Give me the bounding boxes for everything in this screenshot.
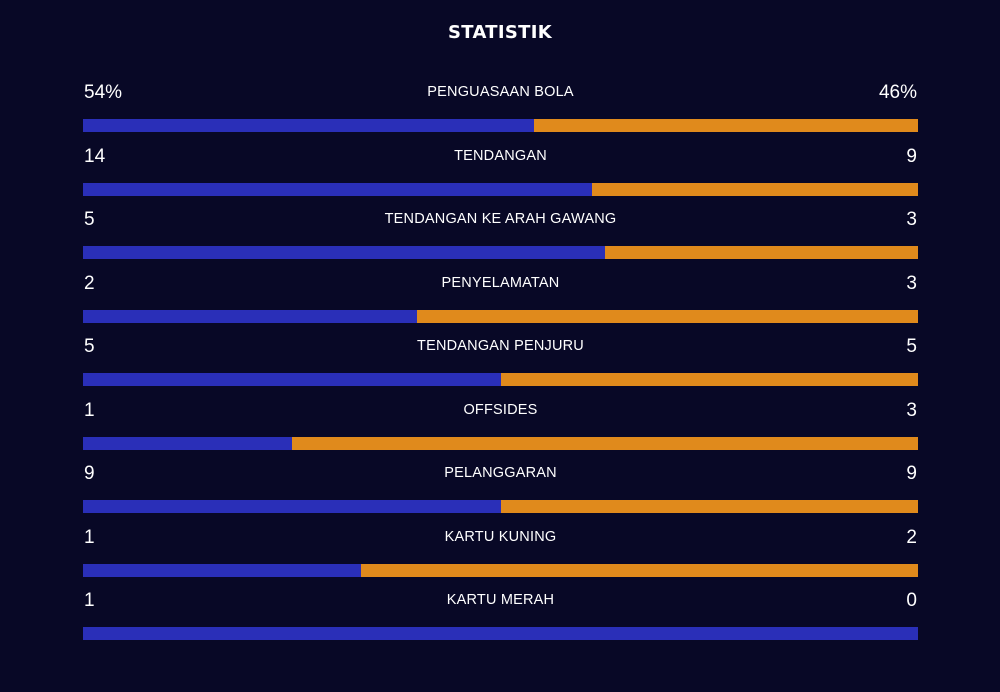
away-value: 0 <box>906 590 917 611</box>
stats-list: 54% PENGUASAAN BOLA 46% 14 TENDANGAN 9 5… <box>83 80 918 652</box>
page-title: STATISTIK <box>448 22 552 43</box>
away-value: 5 <box>906 336 917 357</box>
away-value: 3 <box>906 272 917 294</box>
comparison-bar <box>83 119 918 132</box>
away-value: 3 <box>906 209 917 230</box>
away-bar-segment <box>291 436 918 450</box>
away-bar-segment <box>361 563 918 577</box>
stat-label: OFFSIDES <box>463 401 538 418</box>
stat-label: PENGUASAAN BOLA <box>427 84 574 100</box>
home-value: 2 <box>84 272 95 294</box>
home-bar-segment <box>83 119 534 132</box>
comparison-bar <box>83 563 918 577</box>
away-bar-segment <box>500 373 918 386</box>
home-value: 5 <box>84 336 95 357</box>
stat-label: PENYELAMATAN <box>441 274 560 291</box>
home-value: 1 <box>84 399 95 421</box>
stat-row-possession: 54% PENGUASAAN BOLA 46% <box>83 80 918 144</box>
away-bar-segment <box>604 246 918 259</box>
stat-row-offsides: 1 OFFSIDES 3 <box>83 398 918 462</box>
comparison-bar <box>83 309 918 323</box>
home-bar-segment <box>83 500 501 513</box>
comparison-bar <box>83 246 918 259</box>
home-bar-segment <box>83 373 501 386</box>
away-bar-segment <box>500 500 918 513</box>
stat-row-yellow-cards: 1 KARTU KUNING 2 <box>83 525 918 589</box>
stat-row-fouls: 9 PELANGGARAN 9 <box>83 461 918 525</box>
stat-row-shots: 14 TENDANGAN 9 <box>83 144 918 208</box>
home-bar-segment <box>83 563 362 577</box>
stat-label: TENDANGAN KE ARAH GAWANG <box>384 211 617 227</box>
stat-label: KARTU MERAH <box>446 592 555 608</box>
stat-label: PELANGGARAN <box>444 465 557 481</box>
stat-label: KARTU KUNING <box>444 528 557 545</box>
away-value: 46% <box>878 82 917 103</box>
comparison-bar <box>83 436 918 450</box>
home-value: 54% <box>84 82 123 103</box>
home-bar-segment <box>83 436 292 450</box>
stat-label: TENDANGAN <box>454 147 547 164</box>
away-value: 9 <box>906 463 917 484</box>
home-value: 1 <box>84 590 95 611</box>
home-value: 9 <box>84 463 95 484</box>
stat-row-saves: 2 PENYELAMATAN 3 <box>83 271 918 335</box>
stat-row-corners: 5 TENDANGAN PENJURU 5 <box>83 334 918 398</box>
home-bar-segment <box>83 182 592 196</box>
away-bar-segment <box>591 182 918 196</box>
home-value: 14 <box>84 145 106 167</box>
home-bar-segment <box>83 627 918 640</box>
away-value: 3 <box>906 399 917 421</box>
home-bar-segment <box>83 309 417 323</box>
home-bar-segment <box>83 246 605 259</box>
home-value: 5 <box>84 209 95 230</box>
away-bar-segment <box>533 119 918 132</box>
comparison-bar <box>83 182 918 196</box>
comparison-bar <box>83 373 918 386</box>
stat-row-red-cards: 1 KARTU MERAH 0 <box>83 588 918 652</box>
comparison-bar <box>83 627 918 640</box>
comparison-bar <box>83 500 918 513</box>
away-value: 2 <box>906 526 917 548</box>
home-value: 1 <box>84 526 95 548</box>
away-value: 9 <box>906 145 917 167</box>
away-bar-segment <box>417 309 918 323</box>
stat-label: TENDANGAN PENJURU <box>417 338 584 354</box>
stat-row-shots-on-target: 5 TENDANGAN KE ARAH GAWANG 3 <box>83 207 918 271</box>
